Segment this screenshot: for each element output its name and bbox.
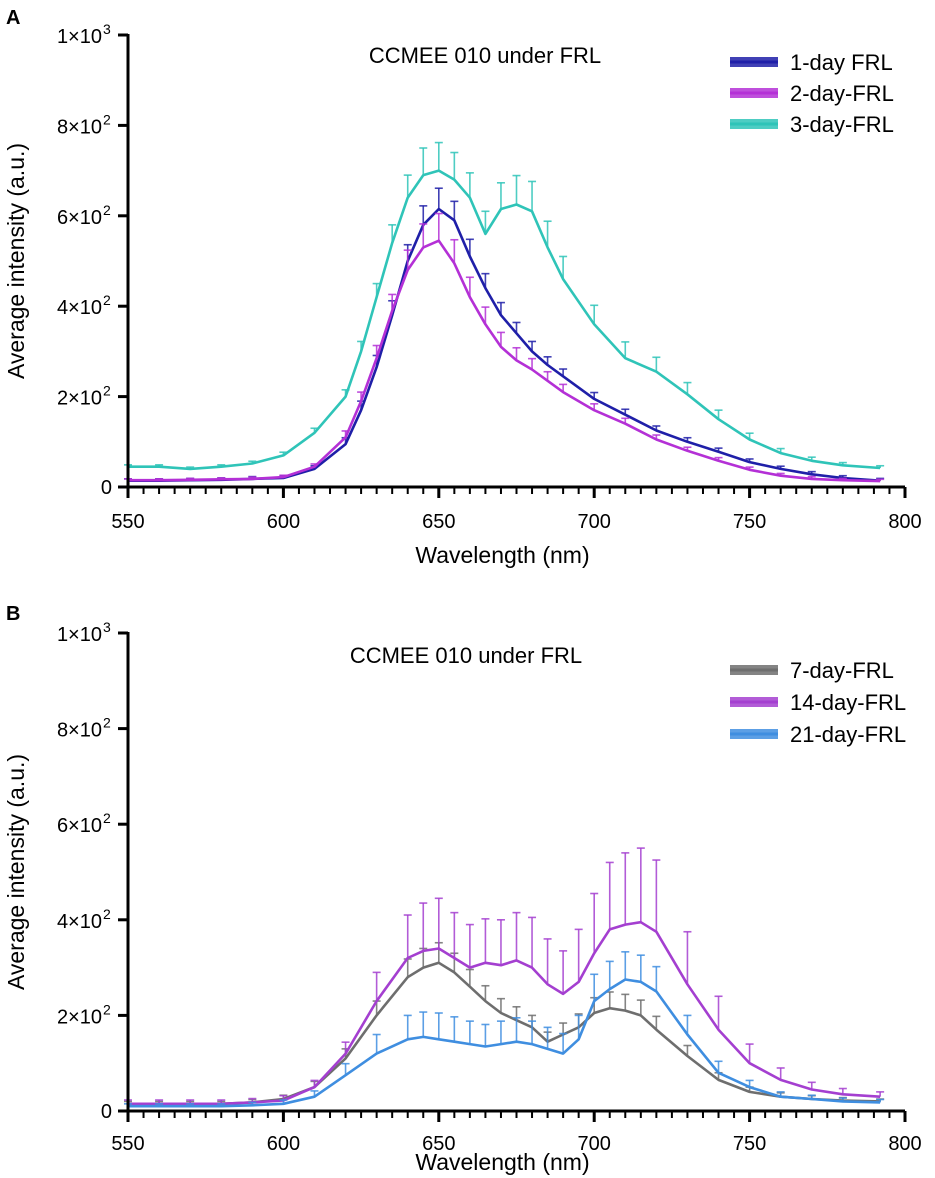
series-line [128, 961, 881, 1106]
error-bars [124, 141, 885, 469]
error-bars [124, 212, 885, 482]
y-tick-exponent: 3 [103, 619, 111, 635]
panel-letter: A [6, 7, 20, 29]
legend-label: 2-day-FRL [790, 81, 894, 106]
y-tick-label: 1×10 [57, 624, 102, 646]
x-tick-label: 650 [422, 511, 455, 533]
y-tick-exponent: 2 [103, 1001, 111, 1017]
legend: 1-day FRL 2-day-FRL 3-day-FRL [730, 50, 894, 137]
x-tick-label: 550 [111, 511, 144, 533]
y-tick-label: 4×10 [57, 297, 102, 319]
error-bars [124, 951, 885, 1107]
x-tick-label: 750 [733, 511, 766, 533]
legend-label: 14-day-FRL [790, 690, 906, 715]
series-line [128, 920, 881, 1106]
x-tick-label: 650 [422, 1133, 455, 1155]
series-line [128, 207, 881, 483]
axes [126, 34, 905, 489]
series-14-day-frl [124, 847, 885, 1106]
y-tick-label: 1×10 [57, 26, 102, 48]
legend: 7-day-FRL 14-day-FRL 21-day-FRL [730, 658, 906, 747]
error-bars [124, 847, 885, 1104]
x-tick-label: 550 [111, 1133, 144, 1155]
x-tick-label: 750 [733, 1133, 766, 1155]
y-tick-exponent: 2 [103, 810, 111, 826]
legend-label: 21-day-FRL [790, 722, 906, 747]
x-tick-label: 700 [578, 511, 611, 533]
y-tick-label: 2×10 [57, 1006, 102, 1028]
y-tick-label: 4×10 [57, 911, 102, 933]
y-tick-exponent: 2 [103, 202, 111, 218]
x-tick-label: 700 [578, 1133, 611, 1155]
y-tick-label: 0 [101, 477, 112, 499]
y-tick-label: 6×10 [57, 815, 102, 837]
x-tick-label: 600 [267, 1133, 300, 1155]
x-axis-title: Wavelength (nm) [415, 542, 589, 568]
x-tick-label: 800 [888, 1133, 921, 1155]
legend-label: 1-day FRL [790, 50, 893, 75]
chart-title: CCMEE 010 under FRL [350, 643, 582, 668]
y-tick-label: 2×10 [57, 388, 102, 410]
series-2-day-frl [124, 212, 885, 483]
error-bars [124, 941, 885, 1104]
error-bars [124, 187, 885, 481]
series-7-day-frl [124, 941, 885, 1106]
y-tick-exponent: 3 [103, 21, 111, 37]
y-tick-label: 8×10 [57, 116, 102, 138]
chart-title: CCMEE 010 under FRL [369, 43, 601, 68]
x-tick-label: 600 [267, 511, 300, 533]
x-tick-label: 800 [888, 511, 921, 533]
y-tick-label: 0 [101, 1101, 112, 1123]
y-tick-exponent: 2 [103, 383, 111, 399]
y-tick-exponent: 2 [103, 715, 111, 731]
series-3-day-frl [124, 141, 885, 471]
legend-label: 7-day-FRL [790, 658, 894, 683]
legend-label: 3-day-FRL [790, 112, 894, 137]
series-line [128, 239, 881, 483]
series-line [128, 169, 881, 471]
chart-panel-a: A CCMEE 010 under FRL 550 600 650 700 750 800 0 2… [3, 7, 922, 568]
panel-letter: B [6, 603, 20, 625]
y-tick-exponent: 2 [103, 111, 111, 127]
y-tick-exponent: 2 [103, 292, 111, 308]
y-axis-title: Average intensity (a.u.) [3, 143, 29, 379]
y-axis-title: Average intensity (a.u.) [3, 754, 29, 990]
series-1-day-frl [124, 187, 885, 483]
chart-panel-b: B CCMEE 010 under FRL 550 600 650 700 750 800 0 2… [3, 603, 922, 1175]
y-tick-label: 8×10 [57, 720, 102, 742]
series-21-day-frl [124, 951, 885, 1108]
series-line [128, 978, 881, 1108]
y-tick-exponent: 2 [103, 906, 111, 922]
y-tick-label: 6×10 [57, 207, 102, 229]
x-axis-title: Wavelength (nm) [415, 1149, 589, 1175]
